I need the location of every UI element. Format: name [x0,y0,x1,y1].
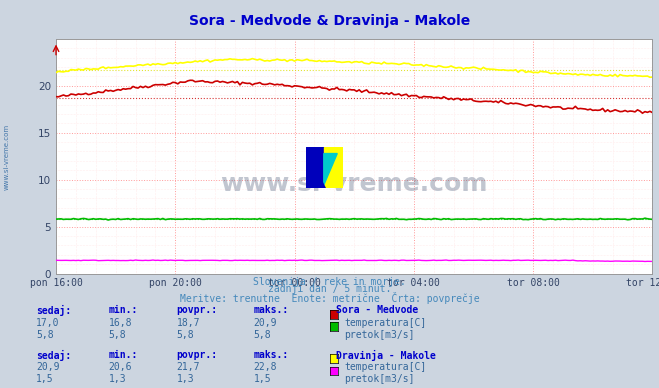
Text: temperatura[C]: temperatura[C] [344,318,426,328]
Text: min.:: min.: [109,350,138,360]
Text: sedaj:: sedaj: [36,350,71,360]
Text: Slovenija / reke in morje.: Slovenija / reke in morje. [253,277,406,287]
Text: 18,7: 18,7 [177,318,200,328]
Text: pretok[m3/s]: pretok[m3/s] [344,374,415,385]
Text: 20,9: 20,9 [254,318,277,328]
Text: pretok[m3/s]: pretok[m3/s] [344,330,415,340]
Text: 5,8: 5,8 [254,330,272,340]
Text: temperatura[C]: temperatura[C] [344,362,426,372]
Text: sedaj:: sedaj: [36,305,71,316]
Text: 16,8: 16,8 [109,318,132,328]
Text: www.si-vreme.com: www.si-vreme.com [3,124,10,190]
Text: 5,8: 5,8 [109,330,127,340]
Text: Dravinja - Makole: Dravinja - Makole [336,350,436,360]
Text: povpr.:: povpr.: [177,350,217,360]
Polygon shape [324,154,337,185]
Text: Sora - Medvode & Dravinja - Makole: Sora - Medvode & Dravinja - Makole [189,14,470,28]
Polygon shape [306,151,326,188]
Text: 1,3: 1,3 [177,374,194,385]
Text: 22,8: 22,8 [254,362,277,372]
Text: 5,8: 5,8 [177,330,194,340]
Text: 1,5: 1,5 [36,374,54,385]
Text: 1,3: 1,3 [109,374,127,385]
Text: maks.:: maks.: [254,350,289,360]
Text: Meritve: trenutne  Enote: metrične  Črta: povprečje: Meritve: trenutne Enote: metrične Črta: … [180,292,479,304]
Bar [306,147,326,188]
Text: zadnji dan / 5 minut.: zadnji dan / 5 minut. [268,284,391,294]
Text: povpr.:: povpr.: [177,305,217,315]
Text: www.si-vreme.com: www.si-vreme.com [221,172,488,196]
Text: 20,9: 20,9 [36,362,60,372]
Text: 5,8: 5,8 [36,330,54,340]
Text: Sora - Medvode: Sora - Medvode [336,305,418,315]
Text: 21,7: 21,7 [177,362,200,372]
Text: 1,5: 1,5 [254,374,272,385]
Text: min.:: min.: [109,305,138,315]
Bar [324,147,343,188]
Text: 20,6: 20,6 [109,362,132,372]
Text: maks.:: maks.: [254,305,289,315]
Text: 17,0: 17,0 [36,318,60,328]
